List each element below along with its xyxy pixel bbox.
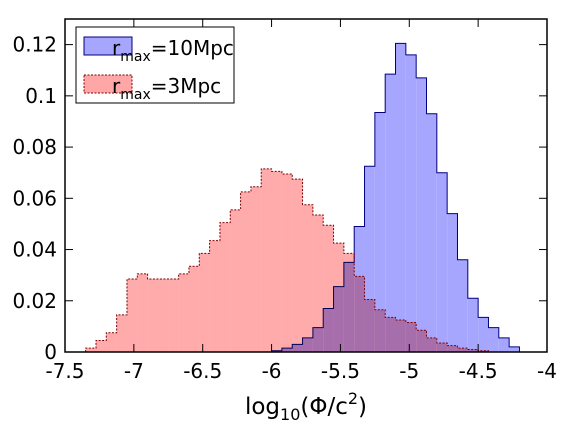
histogram-bar — [106, 332, 117, 352]
histogram-bar — [457, 348, 468, 352]
histogram-bar — [488, 327, 499, 352]
histogram-bar — [126, 278, 138, 352]
histogram-bar — [498, 337, 510, 352]
x-tick-label: -5.5 — [321, 359, 360, 383]
histogram-bar — [426, 337, 437, 352]
histogram-bar — [447, 213, 458, 352]
histogram-bar — [405, 54, 417, 352]
y-tick-label: 0.1 — [25, 84, 57, 108]
histogram-bar — [292, 179, 303, 352]
x-axis-label-base: log — [245, 394, 280, 420]
histogram-bar — [426, 113, 437, 353]
x-tick-label: -6 — [262, 359, 282, 383]
histogram-bar — [281, 173, 293, 352]
legend-label: rmax=3Mpc — [112, 74, 221, 103]
histogram-bar — [436, 172, 448, 352]
histogram-bar — [457, 259, 468, 352]
histogram-bar — [95, 340, 107, 352]
x-axis-label-main: (Φ/c — [300, 394, 347, 420]
histogram-bar — [395, 319, 406, 352]
x-axis-label-subscript: 10 — [280, 405, 300, 424]
ticks-layer: -7.5 -7 -6.5 -6 -5.5 -5 -4.5 -4 0 0.02 0.04 0.06 0.0… — [12, 19, 557, 383]
histogram-bar — [168, 278, 179, 352]
histogram-bar — [405, 322, 417, 352]
x-tick-label: -7.5 — [45, 359, 84, 383]
histogram-bar — [240, 191, 251, 352]
histogram-bar — [157, 278, 169, 352]
histogram-bar — [343, 253, 355, 352]
histogram-bar — [385, 317, 396, 352]
histogram-bar — [333, 243, 344, 352]
y-tick-label: 0.08 — [12, 135, 57, 159]
x-tick-label: -6.5 — [183, 359, 222, 383]
histogram-bar — [436, 343, 448, 352]
histogram-bar — [230, 209, 241, 352]
histogram-bar — [374, 112, 386, 352]
y-tick-label: 0.04 — [12, 238, 57, 262]
legend-swatch — [83, 36, 133, 56]
y-tick-label: 0.12 — [12, 33, 57, 57]
histogram-bar — [323, 225, 334, 352]
histogram-bar — [467, 349, 479, 352]
histogram-bar — [395, 43, 406, 352]
bars-layer — [85, 42, 520, 353]
histogram-bar — [85, 348, 96, 352]
histogram-bar — [416, 330, 427, 352]
y-tick-label: 0 — [44, 340, 57, 364]
histogram-bar — [374, 309, 386, 352]
histogram-bar — [178, 273, 189, 352]
histogram-bar — [116, 314, 127, 352]
histogram-bar — [250, 186, 262, 352]
histogram-outline — [85, 168, 520, 353]
plot-frame — [64, 18, 548, 353]
legend: rmax=10Mpc rmax=3Mpc — [75, 26, 235, 104]
histogram-bar — [271, 171, 282, 352]
x-axis-label-superscript: 2 — [348, 389, 358, 408]
histogram-bar — [261, 168, 272, 352]
histogram-bar — [137, 273, 148, 352]
histogram-bar — [354, 276, 365, 352]
histogram-bar — [199, 253, 210, 352]
histogram-bar — [416, 77, 427, 353]
x-tick-label: -7 — [124, 359, 144, 383]
x-tick-label: -4 — [537, 359, 557, 383]
x-axis-label: log10(Φ/c2) — [245, 389, 367, 424]
histogram-bar — [209, 240, 220, 352]
histogram-bar — [447, 345, 458, 352]
histogram-bar — [364, 166, 375, 352]
x-axis-label-close: ) — [358, 394, 367, 420]
histogram-bar — [312, 214, 324, 352]
histogram-bar — [385, 74, 396, 353]
legend-swatch — [83, 74, 133, 94]
histogram-bar — [147, 278, 158, 352]
histogram-bar — [509, 346, 520, 352]
histogram-bar — [188, 266, 200, 352]
y-tick-label: 0.06 — [12, 186, 57, 210]
x-tick-label: -5 — [399, 359, 419, 383]
y-tick-label: 0.02 — [12, 289, 57, 313]
histogram-bar — [302, 204, 313, 352]
x-tick-label: -4.5 — [459, 359, 498, 383]
histogram-bar — [219, 222, 231, 352]
histogram-bar — [467, 298, 479, 352]
histogram-bar — [364, 299, 375, 352]
series-rmax-3mpc — [85, 168, 520, 353]
histogram-bar — [478, 317, 489, 352]
legend-label: rmax=10Mpc — [112, 36, 234, 65]
